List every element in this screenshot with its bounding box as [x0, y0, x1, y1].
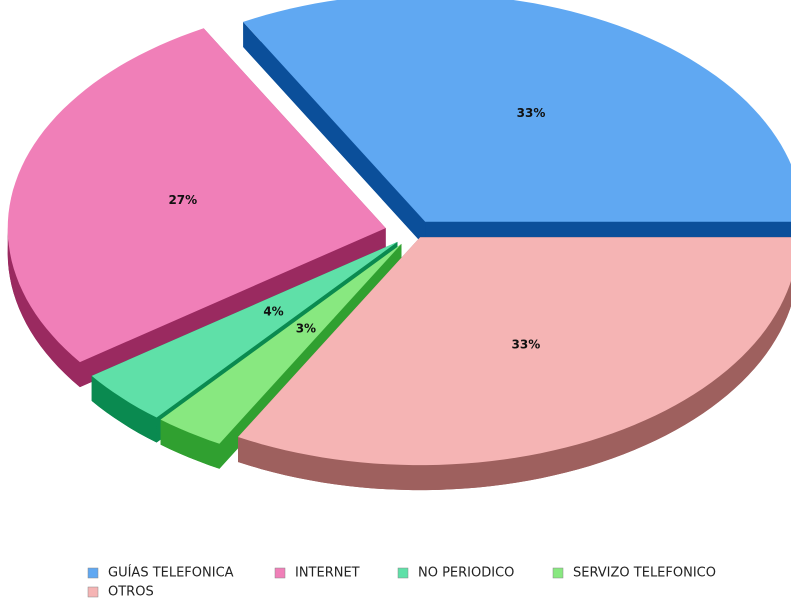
legend-swatch [274, 567, 286, 579]
legend-swatch [87, 567, 99, 579]
slice [238, 237, 791, 466]
legend-label: OTROS [108, 585, 154, 600]
value-label: 3% [296, 321, 316, 335]
legend-swatch [397, 567, 409, 579]
slice [7, 28, 386, 363]
slice-edge [79, 228, 386, 388]
value-label: 33% [517, 106, 546, 120]
legend-label: INTERNET [295, 566, 360, 581]
legend-label: NO PERIODICO [418, 566, 514, 581]
legend-swatch [552, 567, 564, 579]
slice-edge [243, 21, 426, 247]
legend-swatch [87, 586, 99, 598]
slice-side [160, 419, 220, 469]
slice-side [7, 228, 80, 388]
slice-side [91, 375, 157, 443]
slice [91, 241, 398, 418]
slice [160, 243, 402, 444]
value-label: 27% [168, 193, 197, 207]
legend-label: SERVIZO TELEFONICO [573, 566, 716, 581]
slice-side [238, 281, 791, 491]
slice [243, 0, 791, 222]
value-label: 33% [512, 338, 541, 352]
legend-label: GUÍAS TELEFONICA [108, 565, 234, 581]
value-label: 4% [263, 305, 283, 319]
